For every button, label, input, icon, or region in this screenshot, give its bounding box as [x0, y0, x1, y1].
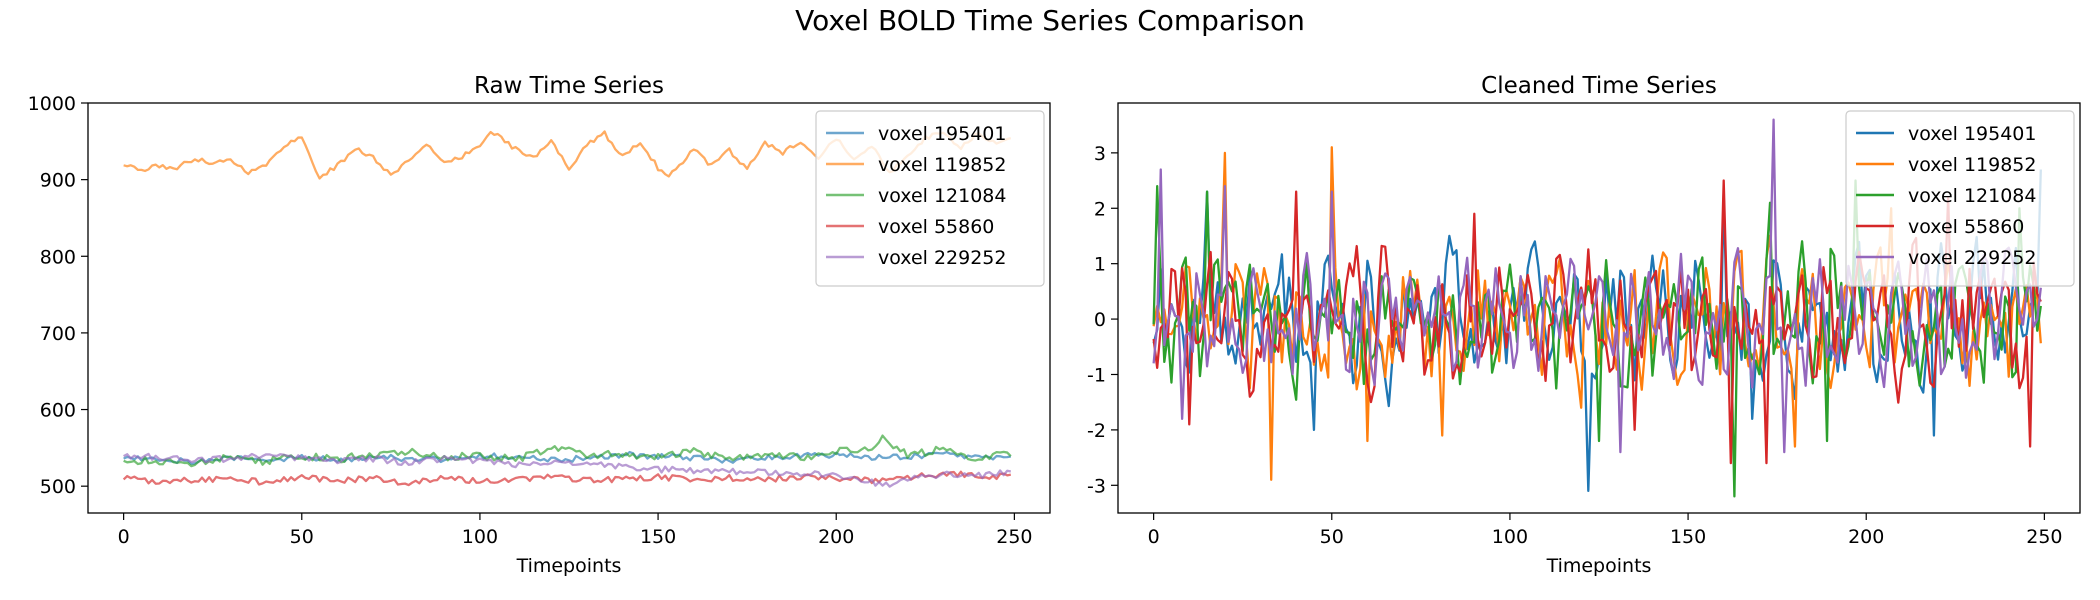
legend-entry-label: voxel 229252: [878, 247, 1006, 269]
x-tick-label: 200: [818, 526, 854, 548]
legend-entry-label: voxel 55860: [878, 216, 994, 238]
legend-entry-label: voxel 121084: [878, 185, 1006, 207]
x-tick-label: 200: [1848, 526, 1884, 548]
legend-entry-label: voxel 229252: [1908, 247, 2036, 269]
legend-box: [815, 110, 1045, 287]
y-tick-label: 2: [1094, 198, 1106, 220]
cleaned-x-axis-label: Timepoints: [1546, 555, 1652, 577]
x-tick-label: 150: [1670, 526, 1706, 548]
series-line-voxel-121084: [123, 434, 1012, 468]
legend-box: [1845, 110, 2075, 287]
x-tick-label: 100: [1492, 526, 1528, 548]
x-tick-label: 0: [1148, 526, 1160, 548]
legend-entry-label: voxel 119852: [878, 154, 1006, 176]
x-tick-label: 50: [1320, 526, 1344, 548]
raw-axes-frame: [87, 102, 1051, 514]
x-tick-label: 100: [462, 526, 498, 548]
y-tick-label: 600: [40, 400, 76, 422]
series-line-voxel-55860: [122, 470, 1012, 487]
y-tick-label: -3: [1087, 475, 1106, 497]
series-line-voxel-229252: [123, 452, 1012, 488]
x-tick-label: 50: [290, 526, 314, 548]
y-tick-label: 700: [40, 323, 76, 345]
cleaned-axes-frame: [1117, 102, 2081, 514]
figure-title: Voxel BOLD Time Series Comparison: [795, 4, 1305, 37]
raw-panel-title: Raw Time Series: [474, 73, 664, 99]
raw-time-series-panel: Raw Time Series 0 50 100 150 200 250 500 600 700 8…: [28, 73, 1051, 577]
cleaned-legend: voxel 195401 voxel 119852 voxel 121084 voxe…: [1845, 110, 2075, 287]
y-tick-label: 3: [1094, 143, 1106, 165]
y-tick-label: -1: [1087, 364, 1106, 386]
cleaned-panel-title: Cleaned Time Series: [1481, 73, 1717, 99]
y-tick-label: 800: [40, 246, 76, 268]
raw-series-lines: [122, 130, 1012, 488]
y-tick-label: 1: [1094, 254, 1106, 276]
x-tick-label: 250: [996, 526, 1032, 548]
x-tick-label: 150: [640, 526, 676, 548]
x-tick-label: 0: [118, 526, 130, 548]
y-tick-label: 500: [40, 476, 76, 498]
y-tick-label: 900: [40, 170, 76, 192]
legend-entry-label: voxel 119852: [1908, 154, 2036, 176]
y-tick-label: 1000: [28, 93, 76, 115]
legend-entry-label: voxel 121084: [1908, 185, 2036, 207]
legend-entry-label: voxel 55860: [1908, 216, 2024, 238]
cleaned-time-series-panel: Cleaned Time Series 0 50 100 150 200 250 -3 -2 -1…: [1087, 73, 2081, 577]
raw-x-axis-label: Timepoints: [516, 555, 622, 577]
y-tick-label: -2: [1087, 420, 1106, 442]
legend-entry-label: voxel 195401: [1908, 123, 2036, 145]
legend-entry-label: voxel 195401: [878, 123, 1006, 145]
x-tick-label: 250: [2026, 526, 2062, 548]
y-tick-label: 0: [1094, 309, 1106, 331]
raw-legend: voxel 195401 voxel 119852 voxel 121084 voxe…: [815, 110, 1045, 287]
